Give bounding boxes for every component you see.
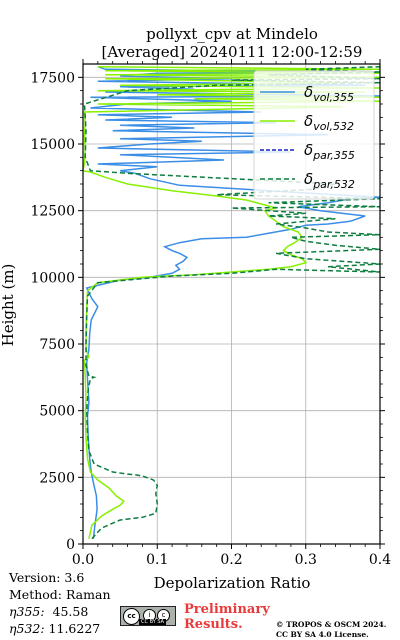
copyright-line2: CC BY SA 4.0 License. <box>276 630 369 639</box>
x-tick-label: 0.2 <box>220 552 242 568</box>
x-axis-label: Depolarization Ratio <box>154 574 311 592</box>
series-line-1 <box>83 65 380 539</box>
legend-subscript: par,355 <box>312 149 355 162</box>
eta355-row: η355: 45.58 <box>9 603 111 620</box>
legend-symbol: δ <box>304 83 313 101</box>
preliminary-line2: Results. <box>184 617 243 632</box>
version-text: Version: 3.6 <box>9 570 85 585</box>
y-tick-label: 15000 <box>30 137 75 153</box>
license-badge-text: CC BY SA <box>139 619 167 625</box>
legend-symbol: δ <box>304 170 313 188</box>
eta355-value: 45.58 <box>52 604 89 619</box>
legend-subscript: vol,355 <box>313 91 354 104</box>
legend-label-3: δpar,532 <box>304 170 355 191</box>
copyright-line1: © TROPOS & OSCM 2024. <box>276 620 387 629</box>
x-tick-label: 0.4 <box>369 552 391 568</box>
y-tick-label: 17500 <box>30 70 75 86</box>
chart-title-line2: [Averaged] 20240111 12:00-12:59 <box>102 43 363 61</box>
legend-symbol: δ <box>304 112 313 130</box>
legend-subscript: par,532 <box>312 178 355 191</box>
legend-label-1: δvol,532 <box>304 112 354 133</box>
cc-license-badge: cc i c CC BY SA <box>120 606 176 626</box>
x-tick-label: 0.1 <box>146 552 168 568</box>
legend-box <box>253 70 375 200</box>
legend-subscript: vol,532 <box>313 120 354 133</box>
y-tick-label: 5000 <box>39 404 75 420</box>
axes: 0.0 0.1 0.2 0.3 0.4 0 2500 5000 7500 10000 12500 15… <box>30 59 391 568</box>
preliminary-note: Preliminary Results. <box>184 602 270 632</box>
x-tick-label: 0.3 <box>295 552 317 568</box>
preliminary-line1: Preliminary <box>184 602 270 617</box>
method-text: Method: Raman <box>9 587 111 602</box>
y-tick-label: 12500 <box>30 204 75 220</box>
y-tick-label: 0 <box>66 537 75 553</box>
y-tick-label: 2500 <box>39 470 75 486</box>
copyright-note: © TROPOS & OSCM 2024. CC BY SA 4.0 Licen… <box>276 620 386 640</box>
legend-symbol: δ <box>304 141 313 159</box>
chart-title-line1: pollyxt_cpv at Mindelo <box>146 25 318 43</box>
x-tick-label: 0.0 <box>72 552 94 568</box>
cc-icon: cc <box>123 608 140 625</box>
legend-label-2: δpar,355 <box>304 141 355 162</box>
eta532-label: η532: <box>9 621 45 636</box>
legend-label-0: δvol,355 <box>304 83 354 104</box>
y-axis-label: Height (m) <box>0 264 17 347</box>
footer-meta: Version: 3.6 Method: Raman η355: 45.58 η… <box>9 569 111 637</box>
y-tick-label: 7500 <box>39 337 75 353</box>
eta355-label: η355: <box>9 604 45 619</box>
series-line-3 <box>83 65 380 540</box>
depolarization-chart: pollyxt_cpv at Mindelo [Averaged] 202401… <box>0 25 391 592</box>
eta532-row: η532: 11.6227 <box>9 620 111 637</box>
y-tick-label: 10000 <box>30 270 75 286</box>
eta532-value: 11.6227 <box>48 621 101 636</box>
